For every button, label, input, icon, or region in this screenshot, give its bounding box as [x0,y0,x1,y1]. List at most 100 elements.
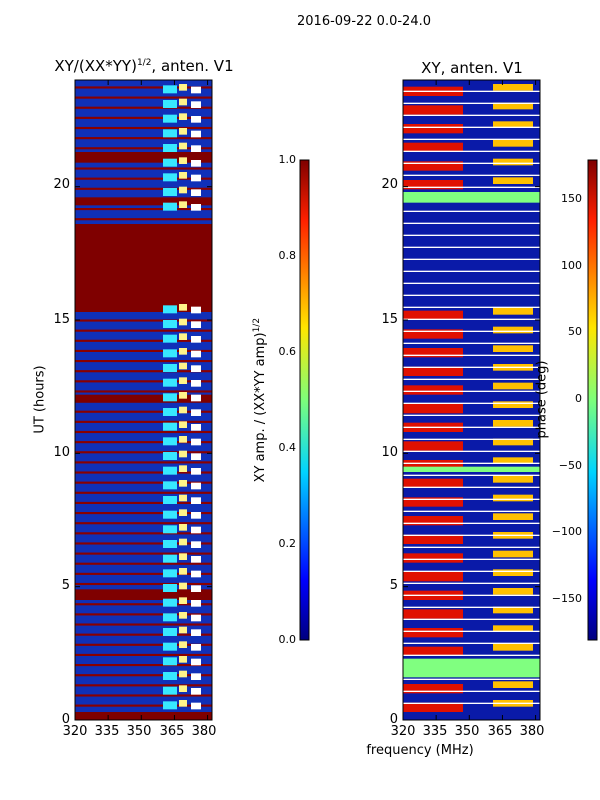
phase-patch [493,606,533,614]
phase-patch [493,382,533,390]
amp-bright-stripe [179,597,187,604]
amp-bright-stripe [163,701,177,710]
amp-thin-band [75,451,212,454]
amp-bright-stripe [179,392,187,399]
phase-gap-line [403,366,540,368]
phase-gap-line [403,678,540,680]
phase-patch [493,326,533,334]
phase-gap-line [403,414,540,416]
amp-bright-stripe [163,129,177,138]
phase-patch [493,102,533,110]
phase-patch [403,497,463,507]
amp-bright-stripe [179,84,187,91]
amp-bright-stripe [163,686,177,695]
phase-patch [403,702,463,712]
phase-cbar-tick-neg100: −100 [551,525,582,538]
amp-colorbar-label: XY amp. / (XX*YY amp)1/2 [252,300,268,500]
amp-saturated-block [75,152,212,163]
amp-thin-band [75,633,212,636]
amp-bright-stripe [163,114,177,123]
amp-thin-band [75,410,212,413]
phase-patch [403,684,463,694]
amp-bright-stripe [179,670,187,678]
phase-patch [493,625,533,632]
amp-thin-band [75,319,212,322]
amp-thin-band [75,137,212,140]
phase-patch [493,569,533,576]
amp-bright-stripe [179,333,187,340]
amp-bright-stripe [179,186,187,194]
amp-bright-stripe [163,569,177,578]
amp-thin-band [75,329,212,332]
phase-patch [403,516,463,526]
phase-patch [403,478,463,488]
amp-bright-stripe [191,512,201,519]
phase-patch [403,124,463,134]
phase-patch [493,681,533,688]
phase-patch [403,572,463,582]
phase-gap-line [403,450,540,452]
phase-gap-line [403,90,540,92]
phase-gap-line [403,438,540,440]
amp-bright-stripe [191,204,201,211]
amp-thin-band [75,582,212,586]
phase-cbar-tick-150: 150 [561,192,582,205]
phase-patch [403,404,463,414]
amp-bright-stripe [191,350,201,358]
amp-bright-stripe [163,334,177,343]
amp-thin-band [75,360,212,363]
amp-bright-stripe [191,145,201,152]
amp-bright-stripe [163,452,177,460]
phase-patch [403,609,463,619]
phase-gap-line [403,282,540,284]
phase-gap-line [403,474,540,476]
amp-thin-band [75,187,212,190]
amp-bright-stripe [179,509,187,516]
amp-bright-stripe [163,408,177,416]
amp-bright-stripe [179,377,187,384]
phase-gap-line [403,702,540,704]
phase-gap-line [403,534,540,536]
amp-bright-stripe [179,142,187,150]
phase-patch [493,345,533,352]
amp-thin-band [75,147,212,150]
phase-patch [403,105,463,115]
amp-bright-stripe [191,160,201,167]
phase-cbar-tick-100: 100 [561,259,582,272]
amp-bright-stripe [163,422,177,431]
amp-bright-stripe [191,174,201,182]
amp-bright-stripe [179,626,187,634]
amp-bright-stripe [163,554,177,563]
left-title-main: XY/(XX*YY) [54,57,137,75]
amp-thin-band [75,491,212,494]
phase-gap-line [403,498,540,500]
phase-colorbar-label: phase (deg) [534,360,550,439]
amp-cbar-tick-0.8: 0.8 [278,249,297,262]
amp-bright-stripe [163,481,177,490]
left-xtick-380: 380 [191,724,217,739]
amp-bright-stripe [191,409,201,416]
right-ytick-10: 10 [381,445,398,460]
phase-patch [403,366,463,376]
amp-bright-stripe [191,468,201,475]
left-xtick-350: 350 [126,724,152,739]
amp-bright-stripe [163,540,177,548]
phase-gap-line [403,102,540,104]
amp-thin-band [75,481,212,484]
phase-gap-line [403,510,540,512]
amp-colorbar [299,159,310,641]
amp-thin-band [75,116,212,119]
amp-bright-stripe [163,364,177,372]
amp-thin-band [75,106,212,109]
phase-gap-line [403,642,540,644]
amp-bright-stripe [179,465,187,472]
phase-gap-line [403,462,540,464]
amp-thin-band [75,684,212,687]
amp-thin-band [75,461,212,464]
amp-thin-band [75,471,212,474]
amp-bright-stripe [163,598,177,607]
amp-bright-stripe [179,538,187,546]
amp-bright-stripe [163,584,177,592]
amp-thin-band [75,603,212,606]
phase-gap-line [403,402,540,404]
